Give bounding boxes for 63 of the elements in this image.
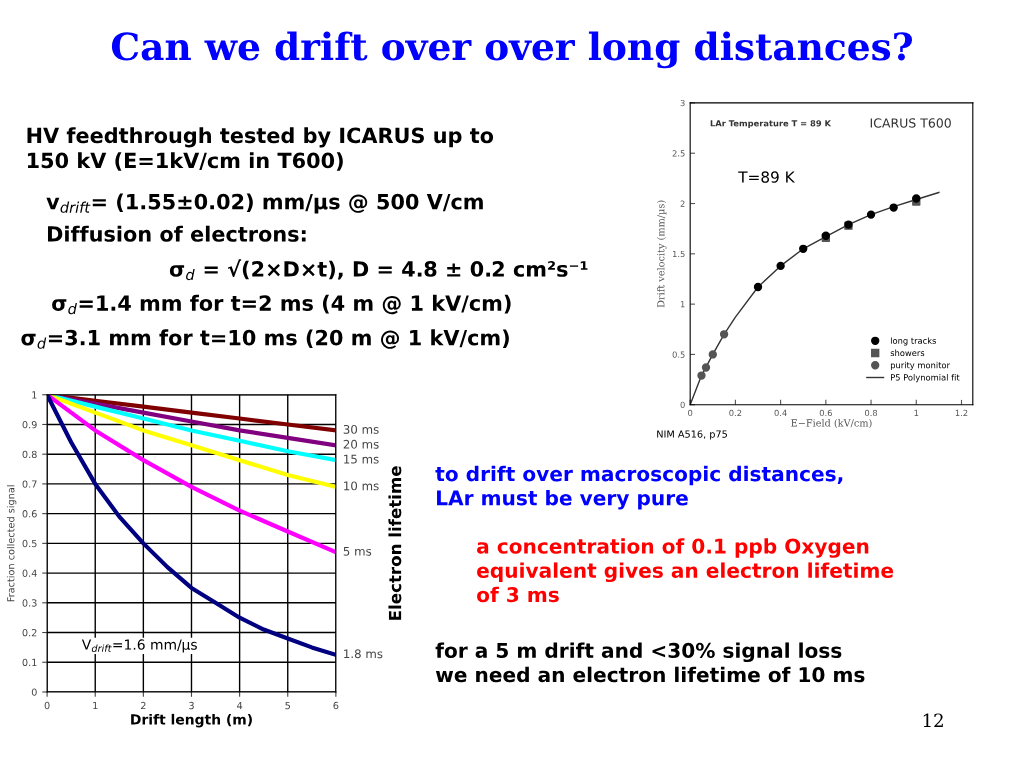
x-tick-label: 3 <box>189 701 194 710</box>
x-tick-label: 0.6 <box>819 409 832 417</box>
x-tick-label: 1 <box>914 409 919 416</box>
legend-label: showers <box>890 349 925 357</box>
legend-title: Electron lifetime <box>388 466 402 620</box>
y-tick-label: 1 <box>32 391 37 399</box>
y-tick-label: 0.4 <box>22 569 37 577</box>
text: HV feedthrough tested by ICARUS up to 150 kV (E=1kV/cm in T600) <box>27 127 494 171</box>
y-tick-label: 0.7 <box>22 480 37 488</box>
annotation: LAr Temperature T = 89 K <box>710 120 832 129</box>
x-tick-label: 4 <box>237 701 243 710</box>
x-tick-label: 6 <box>333 701 339 710</box>
y-axis-title: Drift velocity (mm/µs) <box>656 200 667 308</box>
y-tick-label: 0.8 <box>22 450 37 459</box>
text: σ$_{d}$=3.1 mm for t=10 ms (20 m @ 1 kV/cm) <box>21 329 509 349</box>
text: 12 <box>923 713 943 727</box>
text: NIM A516, p75 <box>657 430 727 440</box>
legend-label: P5 Polynomial fit <box>891 374 960 383</box>
annotation: ICARUS T600 <box>870 118 951 128</box>
series-label: 15 ms <box>344 454 379 464</box>
x-tick-label: 0.4 <box>774 409 787 417</box>
y-tick-label: 0.2 <box>22 629 37 637</box>
y-tick-label: 3 <box>680 99 685 107</box>
y-tick-label: 0.3 <box>22 599 37 607</box>
y-tick-label: 0 <box>31 688 37 696</box>
y-tick-label: 0 <box>680 401 685 409</box>
series-label: 1.8 ms <box>344 649 383 659</box>
y-tick-label: 0.5 <box>22 539 37 548</box>
series-label: 30 ms <box>343 424 379 434</box>
text: v$_{drift}$= (1.55±0.02) mm/µs @ 500 V/cm <box>46 193 483 214</box>
series-label: 20 ms <box>343 439 379 449</box>
text: σ$_{d}$ = √(2×D×t), D = 4.8 ± 0.2 cm²s⁻¹ <box>169 259 588 281</box>
legend-label: long tracks <box>890 337 936 346</box>
text: for a 5 m drift and <30% signal loss we need an electron lifetime of 10 ms <box>435 642 865 683</box>
y-tick-label: 1.5 <box>672 250 685 258</box>
y-tick-label: 2 <box>680 200 685 207</box>
y-tick-label: 0.5 <box>672 351 685 358</box>
text: σ$_{d}$=1.4 mm for t=2 ms (4 m @ 1 kV/cm) <box>52 294 511 315</box>
x-tick-label: 1 <box>93 701 98 710</box>
text: Can we drift over over long distances? <box>111 31 913 69</box>
x-tick-label: 5 <box>285 701 290 710</box>
legend-label: purity monitor <box>890 361 950 370</box>
y-tick-label: 0.1 <box>22 658 37 667</box>
x-tick-label: 2 <box>140 701 146 710</box>
y-axis-title: Fraction collected signal <box>6 485 17 602</box>
x-tick-label: 0.8 <box>864 409 878 417</box>
x-tick-label: 1.2 <box>955 409 968 416</box>
series-label: 5 ms <box>343 546 372 556</box>
text: Diffusion of electrons: <box>47 225 306 242</box>
y-tick-label: 0.9 <box>22 420 37 429</box>
y-tick-label: 0.6 <box>22 510 37 518</box>
x-tick-label: 0 <box>688 409 693 417</box>
x-axis-title: E−Field (kV/cm) <box>791 419 872 428</box>
series-label: 10 ms <box>344 481 379 491</box>
y-tick-label: 2.5 <box>672 150 685 157</box>
text: a concentration of 0.1 ppb Oxygen equivalent gives an electron lifetime of 3 ms <box>477 538 894 603</box>
x-axis-title: Drift length (m) <box>131 713 252 728</box>
x-tick-label: 0.2 <box>729 409 742 417</box>
text: to drift over macroscopic distances, LAr must be very pure <box>435 465 843 510</box>
x-tick-label: 0 <box>44 701 50 710</box>
annotation: T=89 K <box>738 171 795 183</box>
annotation: V$_{drift}$=1.6 mm/µs <box>81 639 197 653</box>
y-tick-label: 1 <box>680 301 685 308</box>
